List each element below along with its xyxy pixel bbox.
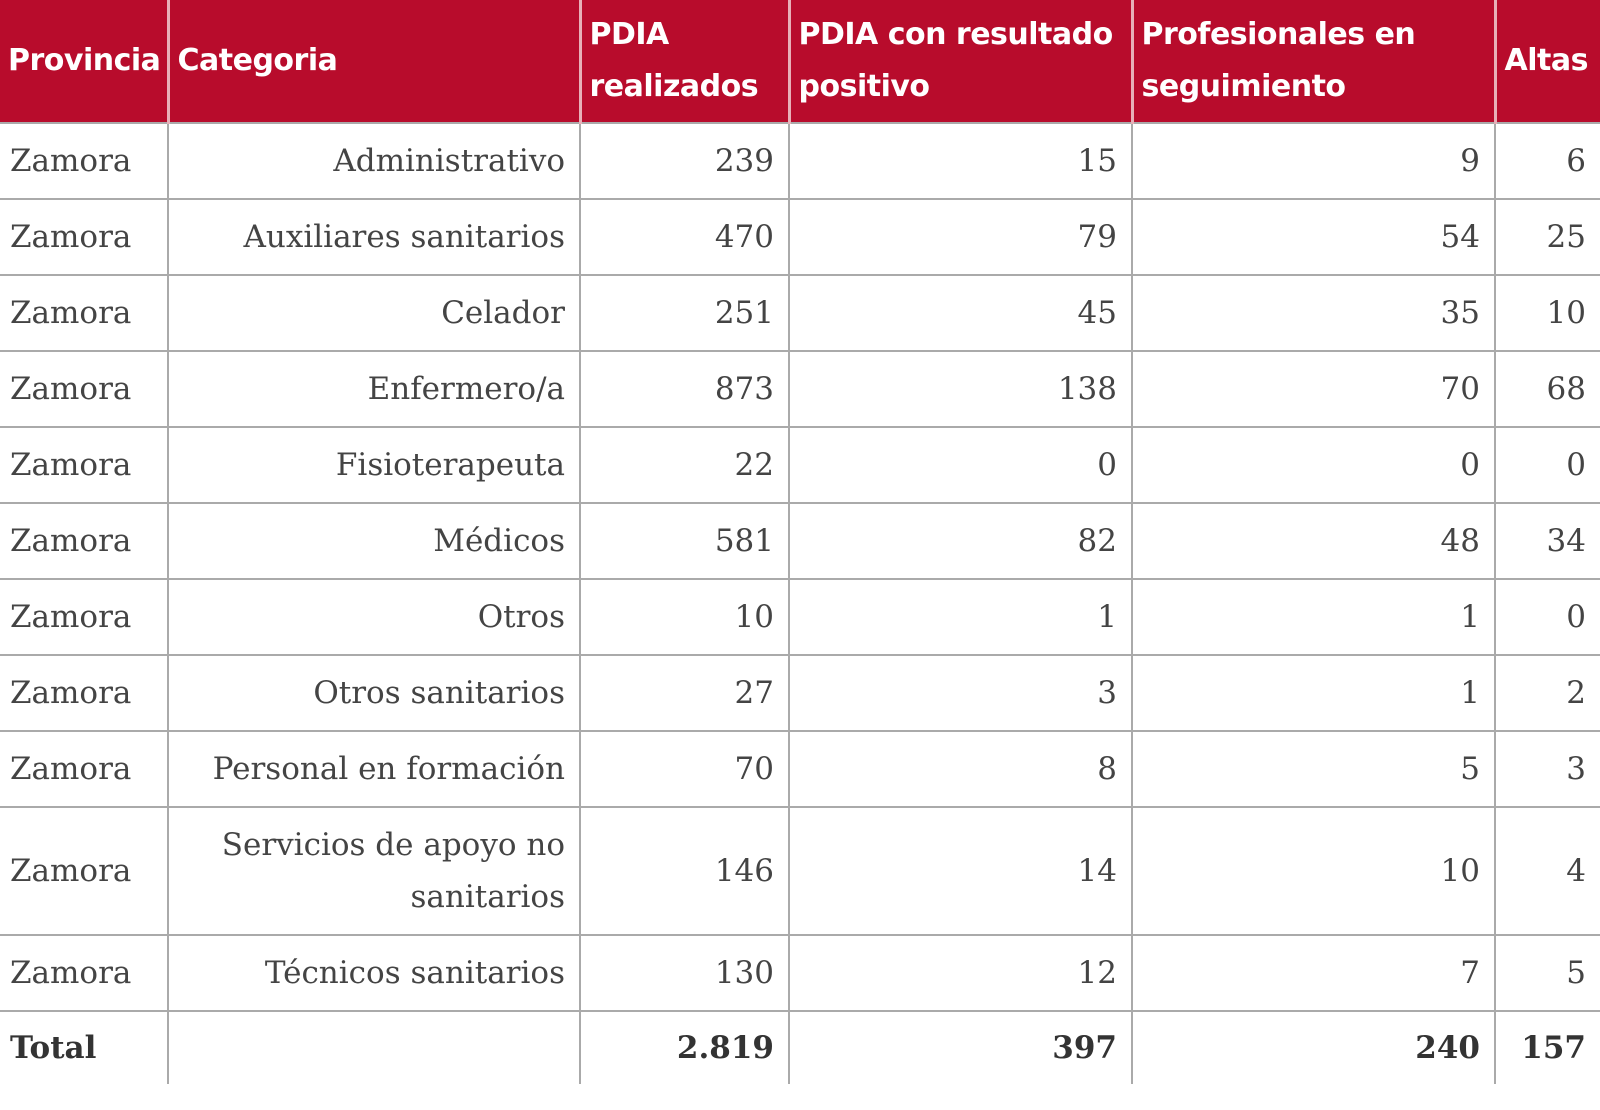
header-profesionales-seguimiento: Profesionales en seguimiento — [1132, 0, 1497, 123]
table-row: Zamora Enfermero/a 873 138 70 68 — [0, 350, 1600, 428]
cell-altas: 5 — [1494, 934, 1600, 1012]
cell-pdia-realizados: 470 — [579, 198, 790, 276]
total-profesionales-seguimiento: 240 — [1131, 1010, 1496, 1084]
cell-categoria: Servicios de apoyo no sanitarios — [167, 806, 581, 936]
total-row: Total 2.819 397 240 157 — [0, 1010, 1600, 1084]
header-categoria: Categoria — [168, 0, 582, 123]
cell-altas: 4 — [1494, 806, 1600, 936]
cell-categoria: Fisioterapeuta — [167, 426, 581, 504]
cell-pdia-positivo: 79 — [788, 198, 1133, 276]
table-row: Zamora Fisioterapeuta 22 0 0 0 — [0, 426, 1600, 504]
header-pdia-positivo: PDIA con resultado positivo — [789, 0, 1134, 123]
cell-provincia: Zamora — [0, 426, 169, 504]
cell-provincia: Zamora — [0, 198, 169, 276]
cell-profesionales-seguimiento: 1 — [1131, 654, 1496, 732]
cell-pdia-realizados: 27 — [579, 654, 790, 732]
cell-categoria: Celador — [167, 274, 581, 352]
cell-categoria: Médicos — [167, 502, 581, 580]
table-row: Zamora Médicos 581 82 48 34 — [0, 502, 1600, 580]
cell-pdia-realizados: 873 — [579, 350, 790, 428]
cell-altas: 0 — [1494, 426, 1600, 504]
cell-profesionales-seguimiento: 9 — [1131, 122, 1496, 200]
cell-pdia-positivo: 82 — [788, 502, 1133, 580]
cell-pdia-realizados: 130 — [579, 934, 790, 1012]
total-pdia-positivo: 397 — [788, 1010, 1133, 1084]
cell-profesionales-seguimiento: 0 — [1131, 426, 1496, 504]
cell-profesionales-seguimiento: 10 — [1131, 806, 1496, 936]
cell-provincia: Zamora — [0, 806, 169, 936]
cell-categoria: Técnicos sanitarios — [167, 934, 581, 1012]
cell-profesionales-seguimiento: 1 — [1131, 578, 1496, 656]
cell-provincia: Zamora — [0, 934, 169, 1012]
cell-pdia-realizados: 581 — [579, 502, 790, 580]
cell-provincia: Zamora — [0, 350, 169, 428]
cell-pdia-positivo: 3 — [788, 654, 1133, 732]
cell-altas: 2 — [1494, 654, 1600, 732]
cell-categoria: Enfermero/a — [167, 350, 581, 428]
header-row: Provincia Categoria PDIA realizados PDIA co… — [0, 0, 1600, 123]
cell-provincia: Zamora — [0, 502, 169, 580]
header-pdia-realizados: PDIA realizados — [580, 0, 791, 123]
cell-altas: 10 — [1494, 274, 1600, 352]
cell-pdia-realizados: 239 — [579, 122, 790, 200]
total-categoria — [167, 1010, 581, 1084]
total-altas: 157 — [1494, 1010, 1600, 1084]
header-altas: Altas — [1495, 0, 1600, 123]
table-row: Zamora Otros sanitarios 27 3 1 2 — [0, 654, 1600, 732]
cell-pdia-positivo: 15 — [788, 122, 1133, 200]
cell-pdia-realizados: 146 — [579, 806, 790, 936]
cell-pdia-realizados: 70 — [579, 730, 790, 808]
cell-altas: 0 — [1494, 578, 1600, 656]
table-row: Zamora Servicios de apoyo no sanitarios 14… — [0, 806, 1600, 936]
cell-pdia-realizados: 22 — [579, 426, 790, 504]
total-pdia-realizados: 2.819 — [579, 1010, 790, 1084]
table-row: Zamora Técnicos sanitarios 130 12 7 5 — [0, 934, 1600, 1012]
cell-provincia: Zamora — [0, 122, 169, 200]
cell-altas: 34 — [1494, 502, 1600, 580]
cell-altas: 6 — [1494, 122, 1600, 200]
cell-profesionales-seguimiento: 35 — [1131, 274, 1496, 352]
cell-profesionales-seguimiento: 48 — [1131, 502, 1496, 580]
header-provincia: Provincia — [0, 0, 170, 123]
cell-categoria: Personal en formación — [167, 730, 581, 808]
table-row: Zamora Personal en formación 70 8 5 3 — [0, 730, 1600, 808]
cell-pdia-positivo: 1 — [788, 578, 1133, 656]
total-provincia: Total — [0, 1010, 169, 1084]
cell-categoria: Otros sanitarios — [167, 654, 581, 732]
cell-altas: 25 — [1494, 198, 1600, 276]
table-row: Zamora Celador 251 45 35 10 — [0, 274, 1600, 352]
cell-categoria: Otros — [167, 578, 581, 656]
data-table: Provincia Categoria PDIA realizados PDIA co… — [0, 0, 1600, 1084]
cell-provincia: Zamora — [0, 274, 169, 352]
cell-altas: 68 — [1494, 350, 1600, 428]
table-row: Zamora Auxiliares sanitarios 470 79 54 25 — [0, 198, 1600, 276]
cell-categoria: Auxiliares sanitarios — [167, 198, 581, 276]
table-row: Zamora Otros 10 1 1 0 — [0, 578, 1600, 656]
cell-pdia-positivo: 138 — [788, 350, 1133, 428]
cell-altas: 3 — [1494, 730, 1600, 808]
cell-profesionales-seguimiento: 70 — [1131, 350, 1496, 428]
cell-provincia: Zamora — [0, 578, 169, 656]
cell-profesionales-seguimiento: 7 — [1131, 934, 1496, 1012]
cell-categoria: Administrativo — [167, 122, 581, 200]
cell-pdia-positivo: 0 — [788, 426, 1133, 504]
cell-provincia: Zamora — [0, 730, 169, 808]
cell-pdia-realizados: 10 — [579, 578, 790, 656]
cell-provincia: Zamora — [0, 654, 169, 732]
cell-pdia-realizados: 251 — [579, 274, 790, 352]
cell-pdia-positivo: 45 — [788, 274, 1133, 352]
cell-pdia-positivo: 8 — [788, 730, 1133, 808]
table-row: Zamora Administrativo 239 15 9 6 — [0, 122, 1600, 200]
cell-pdia-positivo: 14 — [788, 806, 1133, 936]
cell-profesionales-seguimiento: 54 — [1131, 198, 1496, 276]
cell-profesionales-seguimiento: 5 — [1131, 730, 1496, 808]
cell-pdia-positivo: 12 — [788, 934, 1133, 1012]
